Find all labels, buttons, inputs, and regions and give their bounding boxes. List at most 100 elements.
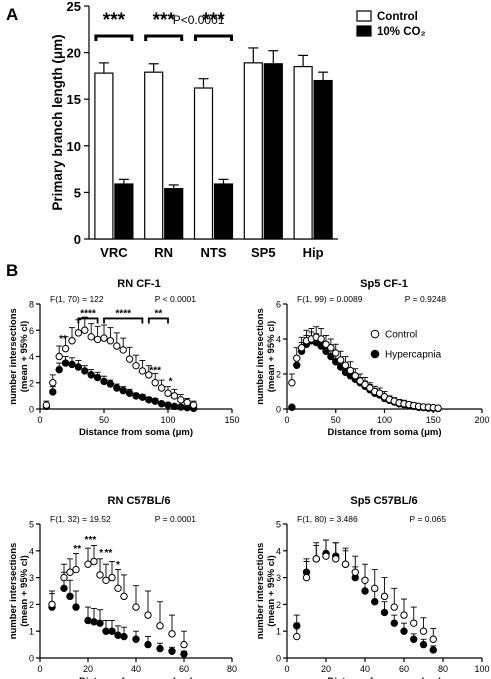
y-tick-label: 1 (276, 627, 281, 637)
x-tick-label: 80 (227, 664, 237, 674)
hypercapnia-point (90, 618, 98, 626)
control-point (132, 603, 140, 611)
hypercapnia-point (108, 627, 116, 635)
bar (243, 62, 263, 240)
x-tick-label: 150 (224, 415, 239, 425)
control-point (419, 627, 428, 635)
bar (313, 79, 333, 240)
y-tick-label: 3 (276, 573, 281, 583)
control-point (189, 401, 198, 409)
y-tick-label: 4 (276, 546, 281, 556)
x-tick-label: 150 (426, 415, 441, 425)
control-point (156, 622, 164, 630)
x-tick-label: 0 (284, 664, 289, 674)
hypercapnia-point (114, 631, 122, 639)
control-point (302, 573, 311, 582)
hypercapnia-point (113, 384, 121, 392)
significance-stars: ** (105, 548, 113, 559)
y-tick-label: 15 (67, 92, 81, 107)
control-point (371, 584, 379, 593)
hypercapnia-point (157, 400, 166, 408)
significance-stars: ** (73, 544, 81, 555)
control-point (317, 335, 325, 343)
legend-marker (370, 329, 380, 339)
hypercapnia-point (390, 619, 398, 627)
x-tick-label: 0 (284, 415, 289, 425)
control-point (145, 371, 153, 379)
legend-swatch (356, 25, 372, 37)
hypercapnia-point (151, 397, 159, 405)
y-axis-label: (mean + 95% cl) (266, 555, 277, 627)
significance-bracket (194, 34, 233, 41)
control-point (81, 326, 89, 334)
control-point (180, 640, 188, 649)
legend-marker (370, 349, 380, 359)
significance-bracket (144, 34, 184, 41)
y-tick-label: 4 (29, 546, 34, 556)
hypercapnia-point (49, 388, 57, 396)
y-tick-label: 0 (74, 232, 81, 247)
hypercapnia-point (72, 603, 80, 611)
control-point (341, 560, 350, 568)
x-tick-label: 80 (438, 664, 448, 674)
significance-stars: *** (153, 10, 176, 31)
legend-label: 10% CO₂ (377, 26, 426, 38)
y-tick-label: 0 (276, 405, 281, 415)
x-tick-label: 100 (474, 664, 489, 674)
control-point (60, 573, 68, 582)
significance-stars: *** (103, 10, 126, 31)
x-axis-label: Distance from soma (μm) (79, 676, 193, 679)
control-point (366, 384, 374, 392)
control-point (114, 584, 122, 593)
control-point (106, 337, 115, 345)
x-category-label: SP5 (251, 245, 276, 260)
control-point (68, 337, 76, 345)
hypercapnia-point (61, 359, 70, 367)
hypercapnia-point (293, 361, 301, 369)
plot-title: Sp5 CF-1 (360, 278, 408, 290)
y-axis-label: (mean + 95% cl) (19, 555, 30, 627)
hypercapnia-point (156, 644, 164, 653)
y-tick-label: 5 (74, 185, 81, 200)
hypercapnia-point (138, 393, 147, 401)
scatter-panel-rn_cf1: 0 2 4 6 8 0 50 100 150 RN CF-1 Distance from soma … (8, 278, 240, 438)
control-point (84, 560, 92, 568)
y-tick-label: 6 (29, 326, 34, 336)
control-point (177, 396, 185, 404)
significance-bracket (103, 317, 144, 324)
significance-stars: *** (149, 366, 161, 377)
control-point (74, 329, 83, 337)
legend-label: Control (385, 330, 417, 341)
hypercapnia-point (74, 363, 83, 371)
p-value-annotation: P<0.0001 (173, 13, 225, 27)
y-tick-label: 2 (276, 370, 281, 380)
control-point (144, 611, 152, 619)
y-tick-label: 3 (29, 573, 34, 583)
control-point (322, 552, 330, 560)
control-point (351, 372, 359, 380)
bar (94, 72, 114, 240)
control-point (132, 361, 140, 370)
y-tick-label: 4 (276, 335, 281, 345)
hypercapnia-point (371, 598, 379, 606)
y-tick-label: 1 (29, 627, 34, 637)
control-point (90, 557, 98, 566)
control-point (113, 342, 121, 350)
significance-stars: * (169, 377, 173, 388)
control-point (361, 380, 369, 389)
y-tick-label: 2 (29, 378, 34, 388)
significance-bracket (94, 34, 134, 41)
control-point (346, 366, 355, 375)
y-tick-label: 4 (29, 352, 34, 362)
x-tick-label: 60 (399, 664, 409, 674)
y-axis-label: number intersections (255, 308, 266, 405)
control-point (380, 592, 389, 601)
hypercapnia-point (170, 402, 179, 411)
significance-stars: *** (85, 535, 97, 546)
x-tick-label: 50 (99, 415, 109, 425)
scatter-panel-rn_c57: 0 1 2 3 4 5 0 20 40 60 80 RN C57BL/6 Distance from s… (8, 495, 237, 679)
control-point (48, 600, 56, 609)
control-point (151, 379, 159, 387)
hypercapnia-point (106, 380, 115, 388)
legend-label: Control (377, 11, 418, 23)
